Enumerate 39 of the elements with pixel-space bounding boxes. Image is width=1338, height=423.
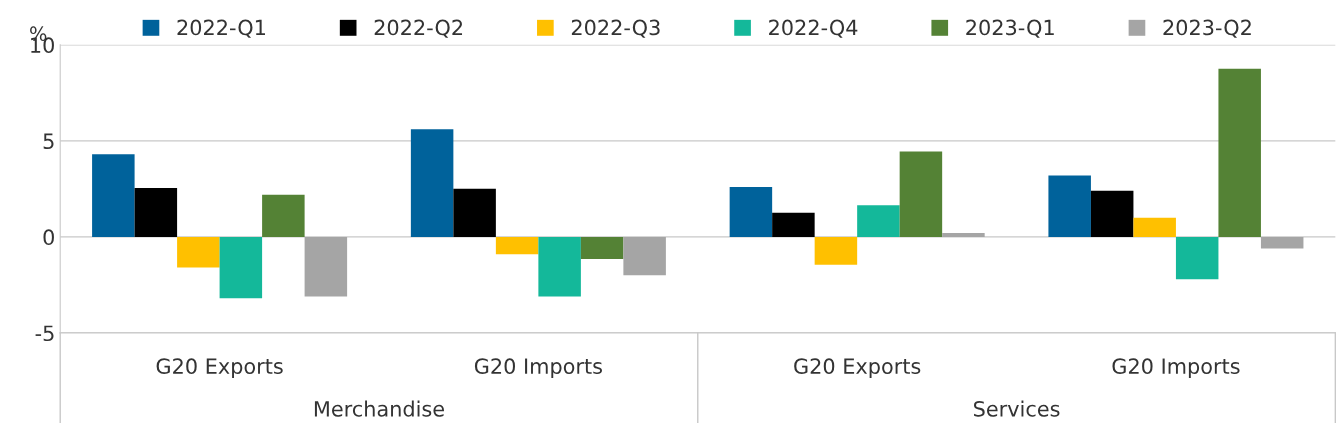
- bar: [814, 236, 858, 265]
- y-tick-label: 5: [43, 133, 54, 150]
- bar: [92, 154, 135, 237]
- x-tick-label: G20 Imports: [1112, 358, 1240, 379]
- bar: [134, 187, 178, 237]
- bar: [623, 236, 666, 276]
- bar: [453, 188, 496, 237]
- text: Merchandise: [314, 400, 444, 417]
- bar: [1133, 217, 1176, 237]
- bar: [410, 129, 454, 237]
- bar: [1218, 68, 1261, 237]
- legend-label: 2022-Q3: [571, 19, 660, 38]
- legend-label: 2022-Q2: [374, 19, 463, 38]
- bar: [729, 186, 773, 237]
- x-tick-label: G20 Exports: [156, 358, 283, 379]
- legend-label: 2022-Q4: [769, 19, 858, 38]
- bar: [1090, 190, 1134, 237]
- bar: [1260, 236, 1304, 249]
- text: Services: [973, 400, 1060, 417]
- bar: [942, 233, 985, 237]
- bar: [899, 151, 943, 237]
- y-tick-label: -5: [35, 325, 54, 342]
- legend-label: 2023-Q2: [1163, 19, 1251, 38]
- bar: [580, 236, 624, 259]
- bar: [1048, 175, 1091, 237]
- bar: [219, 236, 263, 299]
- y-tick-label: 0: [43, 229, 54, 246]
- bar: [177, 236, 220, 268]
- bar: [538, 236, 581, 297]
- bar: [1175, 236, 1219, 280]
- x-tick-label: G20 Imports: [474, 358, 602, 379]
- bar: [262, 194, 305, 237]
- bar: [304, 236, 348, 297]
- legend-label: 2022-Q1: [177, 19, 265, 38]
- bar: [495, 236, 539, 255]
- x-tick-label: G20 Exports: [794, 358, 921, 379]
- legend-label: 2023-Q1: [966, 19, 1054, 38]
- bar: [857, 205, 900, 237]
- bar: [772, 212, 815, 237]
